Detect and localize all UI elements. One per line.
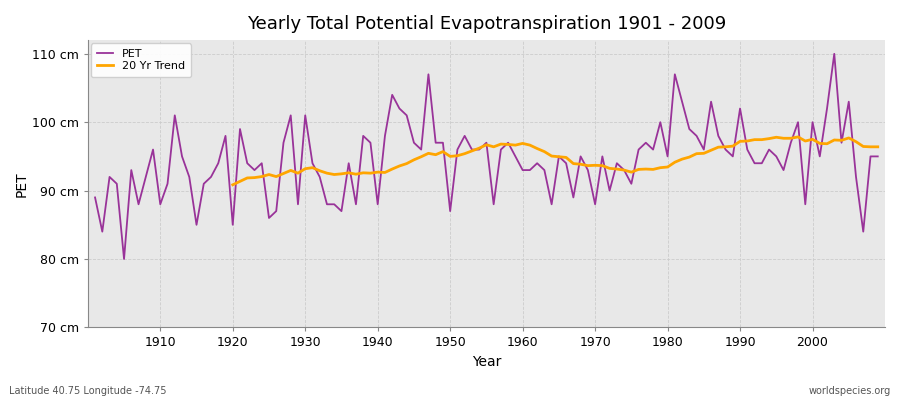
- Title: Yearly Total Potential Evapotranspiration 1901 - 2009: Yearly Total Potential Evapotranspiratio…: [247, 15, 726, 33]
- 20 Yr Trend: [850, 139, 861, 144]
- 20 Yr Trend: [423, 151, 434, 156]
- 20 Yr Trend: [872, 144, 883, 149]
- 20 Yr Trend: [228, 182, 238, 187]
- PET: [90, 195, 101, 200]
- PET: [518, 168, 528, 172]
- PET: [525, 168, 535, 172]
- PET: [358, 134, 369, 138]
- PET: [829, 51, 840, 56]
- PET: [872, 154, 883, 159]
- 20 Yr Trend: [314, 168, 325, 173]
- 20 Yr Trend: [677, 157, 688, 162]
- Text: worldspecies.org: worldspecies.org: [809, 386, 891, 396]
- PET: [314, 174, 325, 179]
- Legend: PET, 20 Yr Trend: PET, 20 Yr Trend: [91, 44, 191, 77]
- Line: 20 Yr Trend: 20 Yr Trend: [233, 137, 878, 185]
- PET: [119, 257, 130, 262]
- Text: Latitude 40.75 Longitude -74.75: Latitude 40.75 Longitude -74.75: [9, 386, 166, 396]
- 20 Yr Trend: [793, 134, 804, 139]
- 20 Yr Trend: [763, 136, 774, 141]
- Line: PET: PET: [95, 54, 878, 259]
- Y-axis label: PET: PET: [15, 171, 29, 196]
- PET: [611, 161, 622, 166]
- PET: [155, 202, 166, 207]
- 20 Yr Trend: [778, 136, 789, 141]
- X-axis label: Year: Year: [472, 355, 501, 369]
